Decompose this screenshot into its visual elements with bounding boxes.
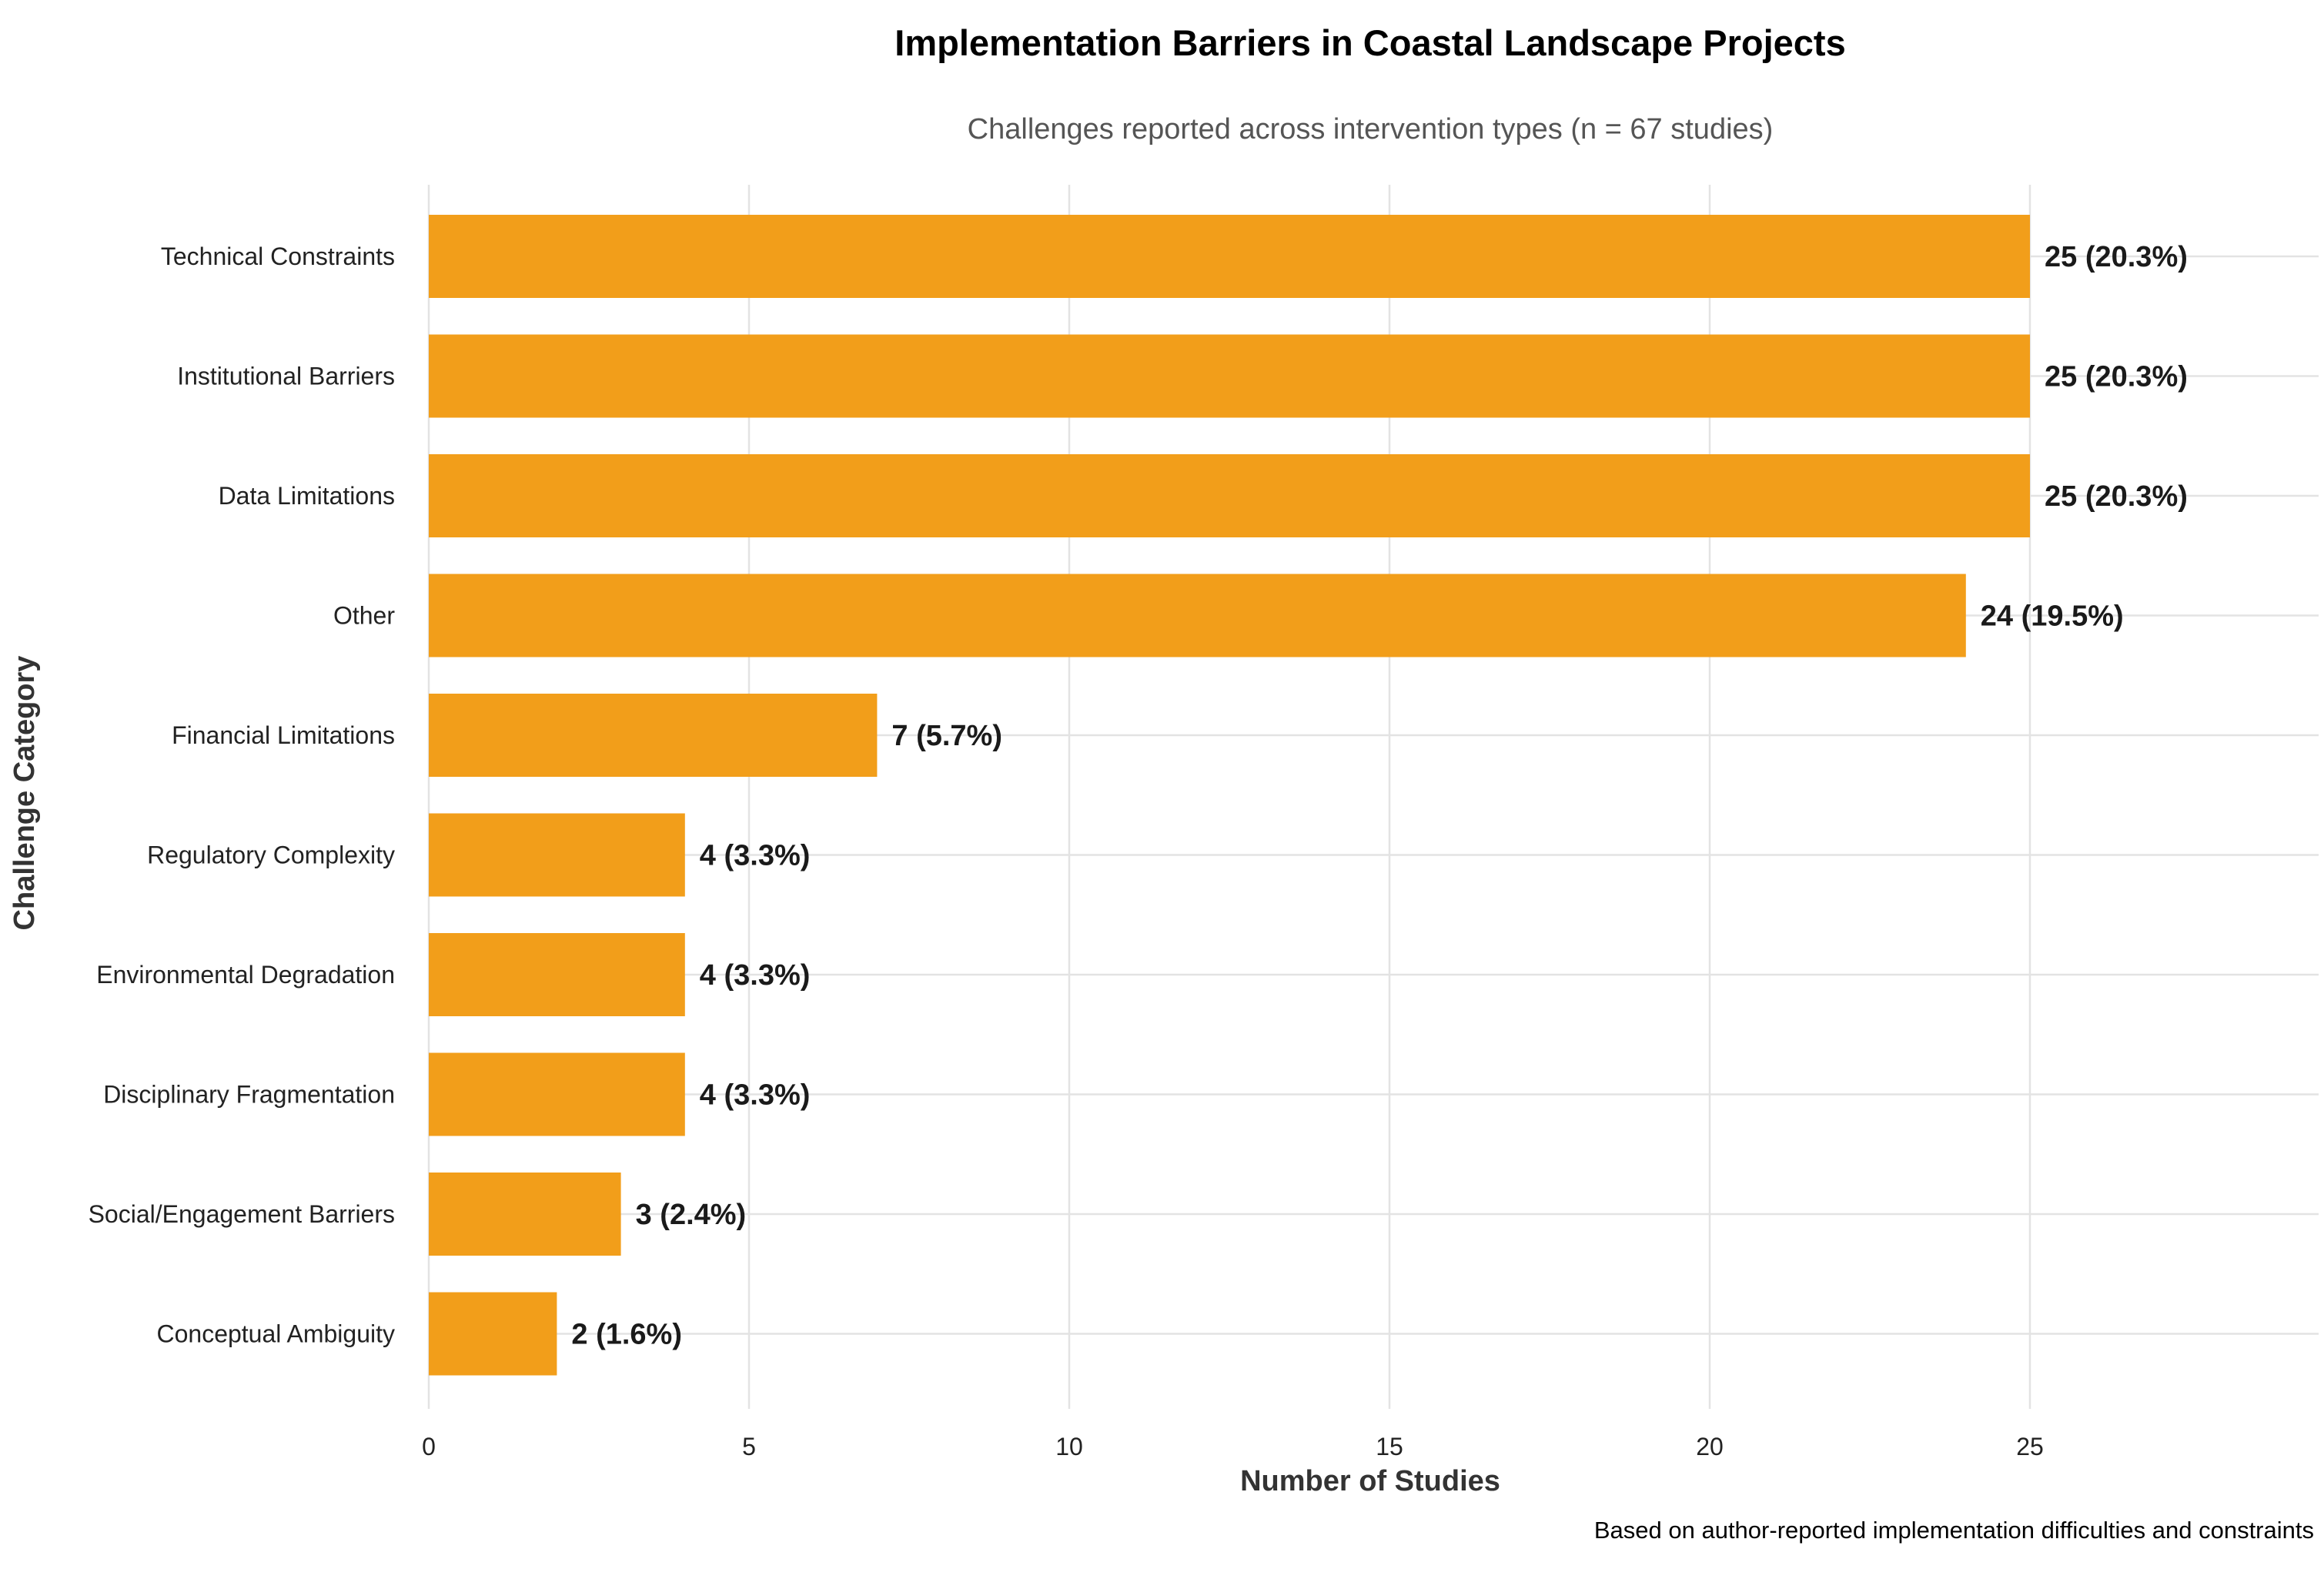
bar [429,813,685,897]
bar-value-label: 4 (3.3%) [700,840,811,872]
x-tick-label: 15 [1376,1433,1403,1460]
bar [429,1173,621,1256]
bar [429,334,2030,418]
bar [429,1052,685,1136]
x-tick-label: 10 [1055,1433,1083,1460]
y-category-label: Disciplinary Fragmentation [103,1081,395,1109]
x-tick-label: 5 [742,1433,756,1460]
y-category-label: Conceptual Ambiguity [156,1320,395,1348]
bar-value-label: 25 (20.3%) [2045,361,2188,393]
y-category-label: Regulatory Complexity [147,841,395,869]
bar [429,215,2030,298]
category-labels: Technical Constraints Institutional Barri… [89,243,396,1348]
y-category-label: Financial Limitations [172,721,395,749]
x-axis-ticks: 0 5 10 15 20 25 [422,1433,2044,1460]
y-category-label: Environmental Degradation [96,961,395,989]
bar [429,454,2030,537]
bar-value-label: 7 (5.7%) [891,720,1002,752]
bar-value-label: 2 (1.6%) [571,1319,682,1351]
bar-value-label: 4 (3.3%) [700,1079,811,1112]
y-category-label: Technical Constraints [161,243,395,270]
bar [429,574,1966,657]
x-tick-label: 25 [2016,1433,2044,1460]
bar-value-label: 3 (2.4%) [636,1199,747,1231]
y-axis-title: Challenge Category [8,656,41,931]
bar-value-label: 24 (19.5%) [1981,601,2124,633]
bars [429,215,2030,1376]
bar-value-label: 25 (20.3%) [2045,480,2188,513]
chart-subtitle: Challenges reported across intervention … [968,113,1774,146]
y-category-label: Social/Engagement Barriers [89,1200,395,1228]
bar [429,933,685,1016]
chart-title: Implementation Barriers in Coastal Lands… [894,22,1845,63]
chart-caption: Based on author-reported implementation … [1594,1517,2314,1544]
x-axis-title: Number of Studies [1240,1465,1500,1497]
bar-value-label: 25 (20.3%) [2045,241,2188,273]
bar-value-labels: 25 (20.3%) 25 (20.3%) 25 (20.3%) 24 (19.5%)… [571,241,2187,1351]
bar [429,1292,557,1376]
bar-value-label: 4 (3.3%) [700,959,811,992]
x-tick-label: 0 [422,1433,436,1460]
y-category-label: Data Limitations [219,482,395,510]
y-category-label: Other [333,602,395,630]
x-tick-label: 20 [1696,1433,1724,1460]
bar [429,694,878,777]
y-category-label: Institutional Barriers [177,363,395,390]
